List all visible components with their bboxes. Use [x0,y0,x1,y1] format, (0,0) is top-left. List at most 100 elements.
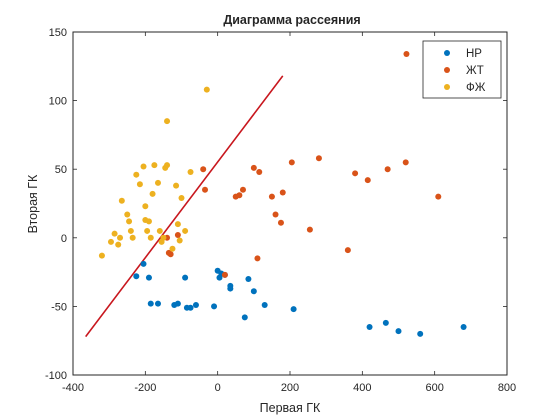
point-hp [147,300,154,307]
point-zht [403,50,410,57]
point-zht [315,155,322,162]
point-fzh [136,181,143,188]
x-tick-label: -400 [62,382,84,394]
point-fzh [127,227,134,234]
x-tick-labels: -400 -200 0 200 400 600 800 [62,382,516,394]
legend-marker-hp [444,50,450,56]
y-tick-label: -100 [45,370,67,382]
point-fzh [164,162,171,169]
point-fzh [156,227,163,234]
point-hp [250,288,257,295]
point-fzh [118,197,125,204]
point-fzh [173,182,180,189]
data-points [98,50,467,337]
point-fzh [126,218,133,225]
series-hp [133,260,467,337]
point-fzh [174,221,181,228]
point-zht [288,159,295,166]
point-zht [174,232,181,239]
point-zht [200,166,207,173]
y-axis-label: Вторая ГК [26,174,40,233]
point-fzh [178,195,185,202]
point-fzh [115,241,122,248]
point-fzh [149,190,156,197]
legend-label-fzh: ФЖ [466,82,486,94]
point-fzh [133,171,140,178]
point-fzh [129,234,136,241]
point-hp [227,285,234,292]
point-zht [344,247,351,254]
point-zht [435,193,442,200]
series-fzh [98,86,210,259]
point-fzh [187,168,194,175]
point-fzh [164,118,171,125]
point-hp [460,323,467,330]
point-hp [140,260,147,267]
point-fzh [140,163,147,170]
y-tick-label: 0 [61,233,67,245]
axis-ticks [72,31,508,376]
point-zht [256,168,263,175]
point-zht [221,271,228,278]
point-fzh [176,237,183,244]
x-tick-label: 600 [425,382,443,394]
point-zht [167,251,174,258]
point-hp [245,275,252,282]
point-hp [382,319,389,326]
point-fzh [169,245,176,252]
point-hp [261,302,268,309]
point-fzh [154,179,161,186]
point-fzh [142,203,149,210]
legend-box [422,40,502,99]
point-zht [239,186,246,193]
x-tick-label: 200 [281,382,299,394]
point-hp [417,330,424,337]
point-hp [154,300,161,307]
point-zht [272,211,279,218]
point-hp [187,304,194,311]
y-tick-labels: -100 -50 0 50 100 150 [45,27,67,382]
point-zht [254,255,261,262]
point-zht [364,177,371,184]
series-zht [164,50,442,278]
point-zht [277,219,284,226]
y-tick-label: 150 [49,27,67,39]
point-hp [211,303,218,310]
point-fzh [147,234,154,241]
point-fzh [182,227,189,234]
point-fzh [203,86,210,93]
point-zht [250,164,257,171]
point-fzh [160,234,167,241]
y-tick-label: 50 [55,164,67,176]
point-fzh [124,211,131,218]
point-fzh [111,230,118,237]
legend-marker-fzh [444,84,450,90]
y-tick-label: -50 [51,301,67,313]
legend-label-zht: ЖТ [466,65,484,77]
point-zht [306,226,313,233]
point-hp [145,274,152,281]
point-hp [290,306,297,313]
point-hp [182,274,189,281]
point-fzh [117,234,124,241]
point-zht [202,186,209,193]
point-fzh [107,238,114,245]
x-tick-label: -200 [134,382,156,394]
legend-label-hp: НР [466,48,482,60]
point-zht [236,192,243,199]
point-zht [279,189,286,196]
point-hp [133,273,140,280]
point-fzh [98,252,105,259]
legend: НР ЖТ ФЖ [422,40,502,99]
reference-line [85,75,284,338]
point-hp [174,300,181,307]
x-axis-label: Первая ГК [260,401,321,415]
point-hp [192,302,199,309]
y-tick-label: 100 [49,96,67,108]
reference-line-group [85,75,284,338]
point-fzh [144,227,151,234]
x-tick-label: 0 [215,382,221,394]
point-hp [366,323,373,330]
point-fzh [151,162,158,169]
